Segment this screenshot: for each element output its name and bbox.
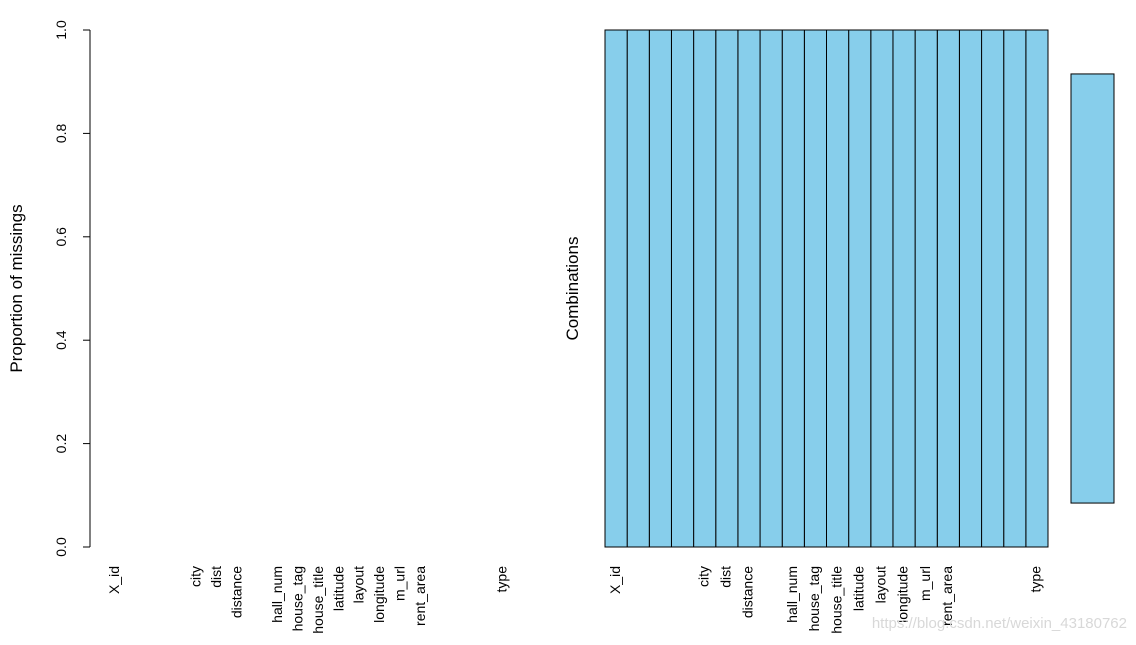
combination-cell [626,29,650,548]
x-tick-label: X_id [607,566,623,594]
x-tick-label: hall_num [784,566,800,623]
x-tick-label: X_id [106,566,122,594]
combination-cell [759,29,783,548]
combination-cell [715,29,739,548]
combination-cell [737,29,761,548]
combination-cell [914,29,938,548]
y-tick-label: 0.4 [53,330,69,350]
watermark: https://blog.csdn.net/weixin_43180762 [872,615,1127,632]
x-tick-label: city [695,566,711,587]
combination-cell [826,29,850,548]
y-tick-label: 0.8 [53,123,69,143]
x-tick-label: m_url [392,566,408,601]
y-tick-label: 1.0 [53,20,69,40]
x-tick-label: rent_area [939,566,955,626]
combination-cell [1025,29,1049,548]
x-tick-label: house_tag [290,566,306,631]
y-tick-label: 0.0 [53,537,69,557]
x-tick-label: m_url [917,566,933,601]
combination-cell [936,29,960,548]
combination-cell [648,29,672,548]
y-axis-label: Proportion of missings [7,204,26,372]
x-tick-label: latitude [850,566,866,611]
combination-cell [870,29,894,548]
combination-cell [604,29,628,548]
combination-cell [892,29,916,548]
x-tick-label: type [494,566,510,593]
x-tick-label: latitude [330,566,346,611]
x-tick-label: hall_num [269,566,285,623]
x-tick-label: house_title [828,566,844,634]
y-axis-label: Combinations [563,237,582,341]
x-tick-label: longitude [371,566,387,623]
combination-cell [1003,29,1027,548]
x-tick-label: longitude [895,566,911,623]
combination-cell [670,29,695,548]
x-tick-label: dist [208,566,224,588]
frequency-bar [1070,73,1115,504]
y-tick-label: 0.2 [53,434,69,454]
combination-cell [848,29,872,548]
x-tick-label: distance [228,566,244,618]
combination-cell [781,29,805,548]
x-tick-label: dist [718,566,734,588]
x-tick-label: house_tag [806,566,822,631]
combination-cell [693,29,717,548]
combination-cell [803,29,827,548]
x-tick-label: city [188,566,204,587]
y-tick-label: 0.6 [53,227,69,247]
x-tick-label: layout [873,566,889,603]
x-tick-label: layout [351,566,367,603]
combination-cell [981,29,1005,548]
x-tick-label: type [1028,566,1044,593]
combination-cell [958,29,983,548]
x-tick-label: distance [740,566,756,618]
x-tick-label: house_title [310,566,326,634]
x-tick-label: rent_area [412,566,428,626]
